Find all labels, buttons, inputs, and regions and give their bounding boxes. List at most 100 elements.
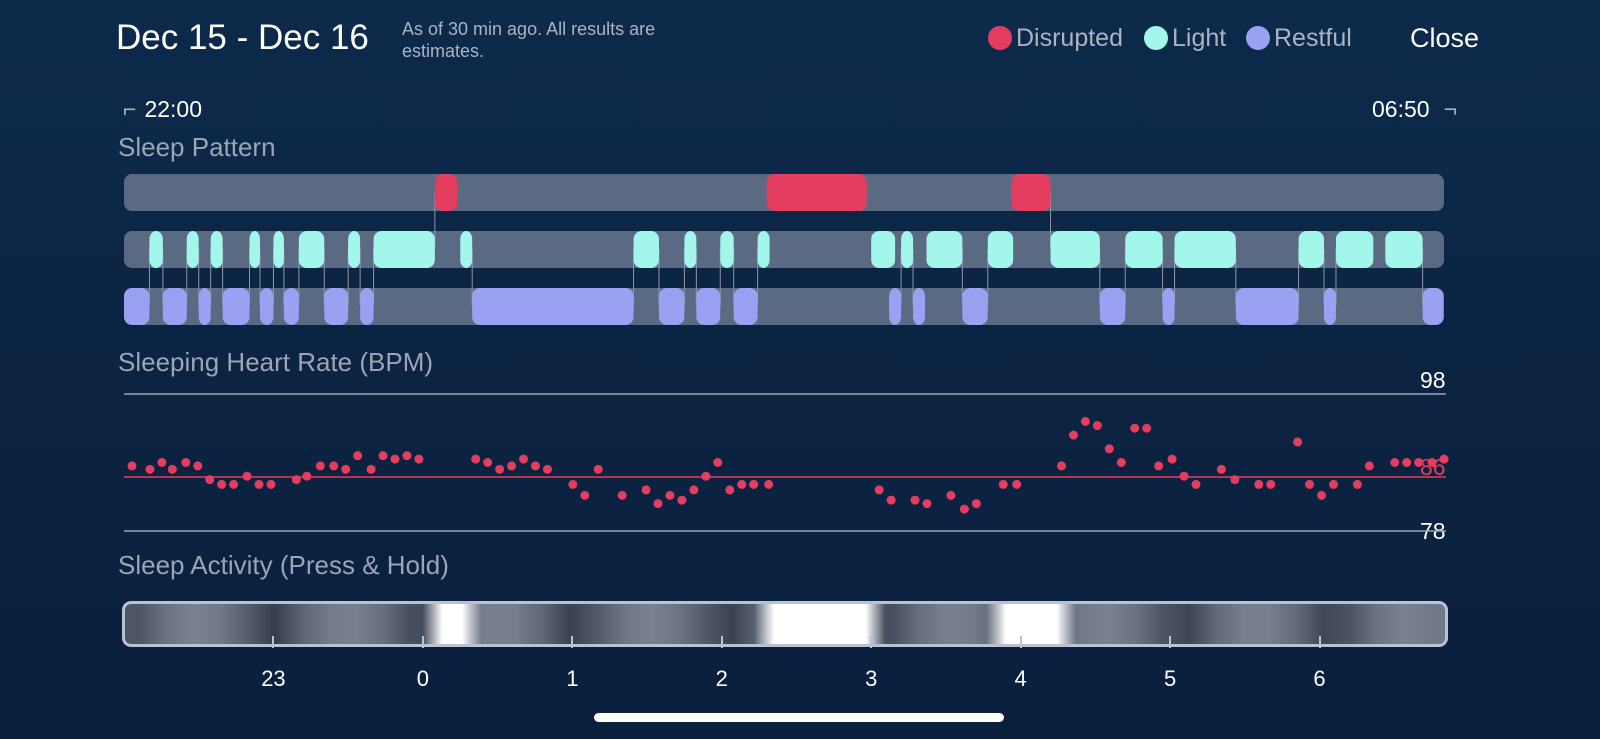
light-segment [757,231,770,268]
restful-segment [360,288,374,325]
heart-rate-point [580,490,590,500]
restful-segment [162,288,187,325]
heart-rate-point [315,461,325,471]
heart-rate-point [217,479,227,489]
heart-rate-point [1317,490,1327,500]
legend-restful: Restful [1246,24,1352,53]
light-segment [1298,231,1324,268]
heart-rate-point [725,485,735,495]
restful-segment [1422,288,1444,325]
heart-rate-point [689,485,699,495]
light-segment [1050,231,1100,268]
heart-rate-point [1352,479,1362,489]
light-segment [1125,231,1163,268]
light-segment [186,231,199,268]
heart-rate-point [1191,479,1201,489]
heart-rate-point [1179,471,1189,481]
heart-rate-point [1439,454,1449,464]
heart-rate-point [1254,479,1264,489]
heart-rate-point [971,499,981,509]
axis-tick-mark [1169,636,1172,648]
legend-disrupted: Disrupted [988,24,1123,53]
restful-segment [1235,288,1299,325]
restful-segment [889,288,902,325]
heart-rate-point [1012,479,1022,489]
axis-tick-label: 0 [416,666,429,691]
heart-rate-point [1080,416,1090,426]
heart-rate-point [402,451,412,461]
home-indicator[interactable] [594,713,1004,722]
heart-rate-point [617,490,627,500]
light-segment [987,231,1014,268]
heart-rate-point [205,475,215,485]
light-track [124,231,1444,268]
sleep-activity-bar[interactable] [122,601,1448,647]
heart-rate-point [242,471,252,481]
heart-rate-point [1305,479,1315,489]
disrupted-segment [434,174,458,211]
restful-segment [733,288,758,325]
light-segment [460,231,473,268]
heart-rate-point [1092,421,1102,431]
disrupted-segment [1011,174,1051,211]
heart-rate-point [1328,479,1338,489]
legend-disrupted-label: Disrupted [1016,24,1123,52]
heart-rate-point [1167,454,1177,464]
heart-rate-point [1293,437,1303,447]
heart-rate-point [1142,423,1152,433]
light-segment [348,231,361,268]
heart-rate-point [749,479,759,489]
start-bracket-icon: ⌐ [123,96,137,122]
light-segment [720,231,734,268]
heart-rate-point [193,461,203,471]
light-dot-icon [1144,26,1168,50]
heart-rate-point [1427,458,1437,467]
legend-restful-label: Restful [1274,24,1352,52]
heart-rate-point [764,479,774,489]
restful-segment [324,288,349,325]
heart-rate-point [353,451,363,461]
page-title: Dec 15 - Dec 16 [116,18,369,57]
close-button[interactable]: Close [1410,23,1480,53]
heart-rate-point [390,454,400,464]
restful-segment [1324,288,1336,325]
heart-rate-point [1364,461,1374,471]
end-time: 06:50 ¬ [1372,96,1457,123]
heart-rate-point [998,479,1008,489]
light-segment [1335,231,1374,268]
heart-rate-point [1068,430,1078,440]
heart-rate-point [414,454,424,464]
heart-rate-point [665,490,675,500]
axis-tick-label: 3 [865,666,878,691]
heart-rate-point [1116,458,1126,467]
heart-rate-point [519,454,529,464]
heart-rate-point [1230,475,1240,485]
restful-segment [696,288,721,325]
light-segment [633,231,659,268]
axis-tick-label: 6 [1313,666,1326,691]
axis-tick-mark [720,636,723,648]
start-time-label: 22:00 [144,96,202,122]
start-time: ⌐ 22:00 [123,96,202,123]
restful-dot-icon [1246,26,1270,50]
heart-rate-point [471,454,481,464]
heart-rate-point [329,461,339,471]
heart-rate-point [1216,464,1226,474]
light-segment [210,231,223,268]
restful-segment [962,288,988,325]
restful-segment [124,288,150,325]
heart-rate-point [910,495,920,505]
restful-segment [259,288,274,325]
heart-rate-point [181,458,191,467]
heart-max-label: 98 [1420,367,1446,393]
heart-rate-point [127,461,137,471]
heart-rate-point [378,451,388,461]
axis-tick-label: 5 [1163,666,1177,691]
light-segment [1174,231,1236,268]
heart-rate-point [1266,479,1276,489]
heart-rate-point [653,499,663,509]
axis-tick-label: 4 [1014,666,1027,691]
legend-light: Light [1144,24,1226,53]
heart-rate-point [266,479,276,489]
